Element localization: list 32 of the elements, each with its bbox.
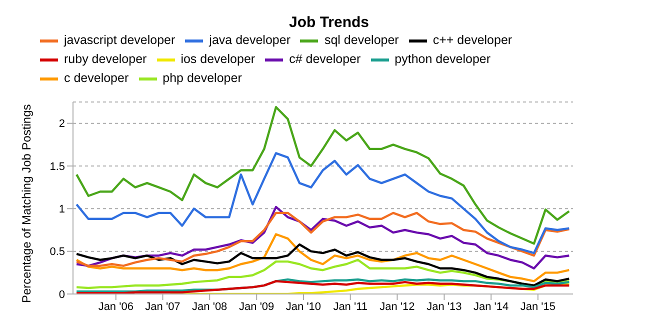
x-tick-label: Jan '15 [520,300,556,313]
x-tick-label: Jan '10 [286,300,322,313]
legend-label: php developer [162,70,242,87]
y-tick-label: 1 [58,204,65,216]
line-series [75,106,570,245]
line-series [75,233,570,282]
y-tick-label: 0 [58,288,65,301]
line-series [75,243,570,287]
legend-label: sql developer [324,32,399,49]
legend-label: javascript developer [64,32,176,49]
legend-label: c developer [64,70,129,87]
y-tick-label: 2 [58,118,65,130]
line-series [75,152,570,254]
x-tick-label: Jan '09 [239,300,274,313]
x-tick-label: Jan '14 [474,300,509,313]
line-series [75,258,570,290]
x-tick-label: Jan '11 [333,300,368,313]
y-axis-title: Percentage of Matching Job Postings [19,104,34,303]
legend-label: c++ developer [432,32,512,49]
legend-label: python developer [394,51,491,68]
legend-label: java developer [209,32,290,49]
x-tick-label: Jan '13 [426,300,462,313]
x-tick-label: Jan '07 [145,300,180,313]
x-tick-label: Jan '12 [380,300,415,313]
legend-label: c# developer [289,51,361,68]
x-tick-label: Jan '08 [192,300,228,313]
legend-label: ruby developer [64,51,147,68]
chart-title: Job Trends [288,14,370,31]
legend-label: ios developer [180,51,256,68]
y-tick-label: 0.5 [50,246,65,258]
y-tick-label: 1.5 [50,160,65,173]
x-tick-label: Jan '06 [98,300,134,313]
